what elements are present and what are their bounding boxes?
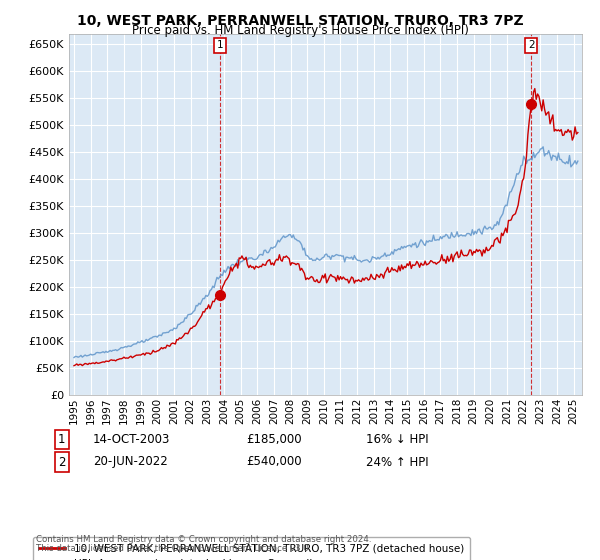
Text: Contains HM Land Registry data © Crown copyright and database right 2024.: Contains HM Land Registry data © Crown c… <box>36 535 371 544</box>
Text: This data is licensed under the Open Government Licence v3.0.: This data is licensed under the Open Gov… <box>36 544 311 553</box>
Text: 2: 2 <box>58 455 65 469</box>
Text: 16% ↓ HPI: 16% ↓ HPI <box>366 433 428 446</box>
Legend: 10, WEST PARK, PERRANWELL STATION, TRURO, TR3 7PZ (detached house), HPI: Average: 10, WEST PARK, PERRANWELL STATION, TRURO… <box>33 537 470 560</box>
Text: 24% ↑ HPI: 24% ↑ HPI <box>366 455 428 469</box>
Text: £540,000: £540,000 <box>246 455 302 469</box>
Text: 20-JUN-2022: 20-JUN-2022 <box>93 455 168 469</box>
Text: £185,000: £185,000 <box>246 433 302 446</box>
Text: 10, WEST PARK, PERRANWELL STATION, TRURO, TR3 7PZ: 10, WEST PARK, PERRANWELL STATION, TRURO… <box>77 14 523 28</box>
Text: Price paid vs. HM Land Registry's House Price Index (HPI): Price paid vs. HM Land Registry's House … <box>131 24 469 37</box>
Text: 1: 1 <box>58 433 65 446</box>
Text: 14-OCT-2003: 14-OCT-2003 <box>93 433 170 446</box>
Text: 1: 1 <box>217 40 224 50</box>
Text: 2: 2 <box>528 40 535 50</box>
